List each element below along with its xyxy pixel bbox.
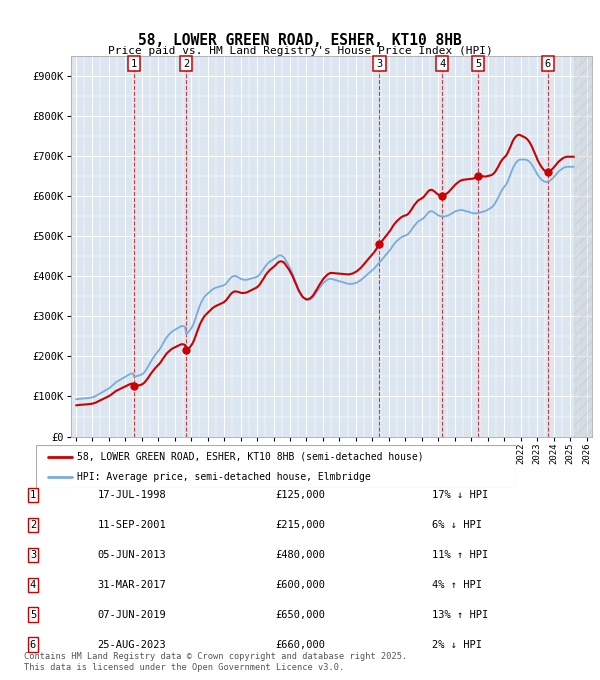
Text: 1: 1: [131, 58, 137, 69]
Bar: [574, 56, 592, 437]
Text: 4: 4: [439, 58, 446, 69]
Text: 07-JUN-2019: 07-JUN-2019: [98, 610, 166, 619]
Text: £660,000: £660,000: [275, 640, 325, 649]
Text: 3: 3: [376, 58, 383, 69]
Text: 1: 1: [30, 490, 36, 500]
Text: 2% ↓ HPI: 2% ↓ HPI: [432, 640, 482, 649]
Text: 2: 2: [183, 58, 189, 69]
Text: 4: 4: [30, 580, 36, 590]
Text: 11% ↑ HPI: 11% ↑ HPI: [432, 550, 488, 560]
Text: Contains HM Land Registry data © Crown copyright and database right 2025.
This d: Contains HM Land Registry data © Crown c…: [24, 652, 407, 672]
Text: 6: 6: [545, 58, 551, 69]
Text: 17-JUL-1998: 17-JUL-1998: [98, 490, 166, 500]
Text: 4% ↑ HPI: 4% ↑ HPI: [432, 580, 482, 590]
Text: 58, LOWER GREEN ROAD, ESHER, KT10 8HB (semi-detached house): 58, LOWER GREEN ROAD, ESHER, KT10 8HB (s…: [77, 452, 424, 462]
Text: 2: 2: [30, 520, 36, 530]
Text: 05-JUN-2013: 05-JUN-2013: [98, 550, 166, 560]
Text: 13% ↑ HPI: 13% ↑ HPI: [432, 610, 488, 619]
Text: Price paid vs. HM Land Registry's House Price Index (HPI): Price paid vs. HM Land Registry's House …: [107, 46, 493, 56]
Text: £125,000: £125,000: [275, 490, 325, 500]
Text: £600,000: £600,000: [275, 580, 325, 590]
Text: 58, LOWER GREEN ROAD, ESHER, KT10 8HB: 58, LOWER GREEN ROAD, ESHER, KT10 8HB: [138, 33, 462, 48]
Text: £480,000: £480,000: [275, 550, 325, 560]
Text: 3: 3: [30, 550, 36, 560]
Text: HPI: Average price, semi-detached house, Elmbridge: HPI: Average price, semi-detached house,…: [77, 472, 371, 481]
Text: 6: 6: [30, 640, 36, 649]
Text: £215,000: £215,000: [275, 520, 325, 530]
Text: 5: 5: [30, 610, 36, 619]
FancyBboxPatch shape: [36, 445, 516, 488]
Text: 5: 5: [475, 58, 482, 69]
Text: 17% ↓ HPI: 17% ↓ HPI: [432, 490, 488, 500]
Text: 6% ↓ HPI: 6% ↓ HPI: [432, 520, 482, 530]
Text: £650,000: £650,000: [275, 610, 325, 619]
Text: 31-MAR-2017: 31-MAR-2017: [98, 580, 166, 590]
Text: 11-SEP-2001: 11-SEP-2001: [98, 520, 166, 530]
Text: 25-AUG-2023: 25-AUG-2023: [98, 640, 166, 649]
